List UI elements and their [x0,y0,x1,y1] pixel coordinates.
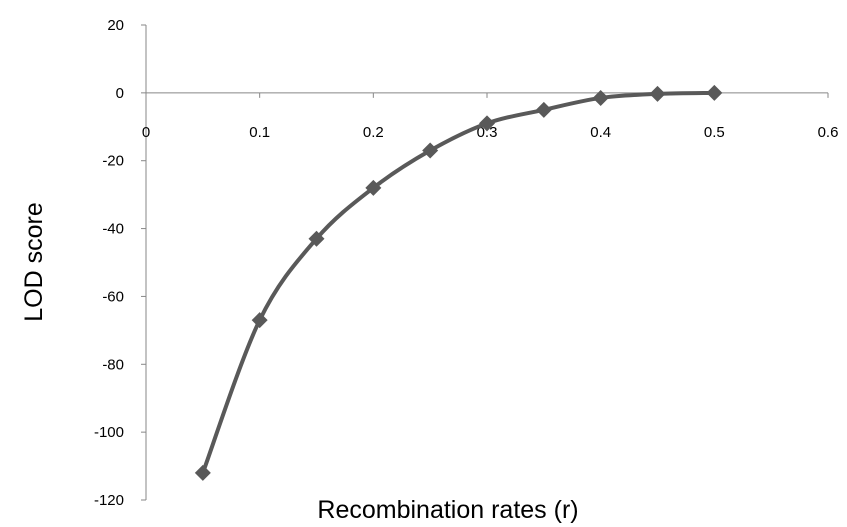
data-point-marker [365,179,382,196]
y-tick-label: 0 [116,85,124,102]
data-point-marker [649,85,666,102]
data-point-marker [194,464,211,481]
y-tick-label: -80 [102,356,124,373]
y-tick-label: -40 [102,221,124,238]
data-point-marker [251,312,268,329]
data-point-marker [535,101,552,118]
data-point-marker [706,84,723,101]
y-tick-label: -120 [94,492,124,509]
x-tick-label: 0.4 [590,124,611,141]
data-point-marker [592,89,609,106]
y-tick-label: -100 [94,424,124,441]
y-tick-label: -60 [102,288,124,305]
x-tick-labels: 0 0.1 0.2 0.3 0.4 0.5 0.6 [142,124,839,141]
series-line [200,90,717,475]
y-tick-labels: 20 0 -20 -40 -60 -80 -100 -120 [94,17,124,509]
x-axis-label: Recombination rates (r) [317,496,578,524]
x-tick-label: 0.6 [818,124,839,141]
series-group [194,84,723,481]
y-tick-label: -20 [102,153,124,170]
x-tick-label: 0.5 [704,124,725,141]
data-point-marker [308,230,325,247]
data-point-marker [479,115,495,132]
y-tick-label: 20 [107,17,124,34]
x-tick-label: 0.3 [477,124,498,141]
x-tick-label: 0.2 [363,124,384,141]
data-point-marker [422,142,439,159]
axes [141,24,829,501]
x-tick-label: 0 [142,124,150,141]
y-axis-label: LOD score [20,202,48,321]
x-tick-label: 0.1 [249,124,270,141]
